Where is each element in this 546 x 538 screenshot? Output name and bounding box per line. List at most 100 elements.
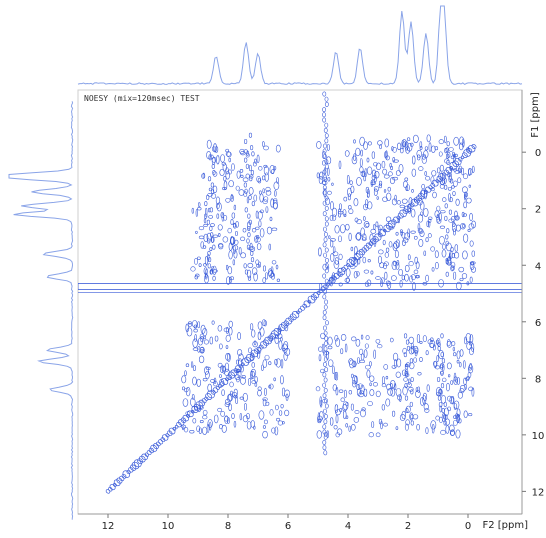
cross-peak bbox=[353, 139, 356, 144]
cross-peak bbox=[330, 238, 336, 242]
diagonal-peak bbox=[112, 483, 117, 487]
cross-peak bbox=[250, 257, 255, 263]
cross-peak bbox=[383, 189, 387, 193]
solvent-column-spot bbox=[324, 403, 329, 409]
cross-peak bbox=[462, 186, 468, 194]
cross-peak bbox=[368, 432, 374, 438]
cross-peak bbox=[394, 359, 397, 368]
cross-peak bbox=[329, 277, 334, 287]
solvent-column-spot bbox=[324, 205, 329, 211]
cross-peak bbox=[463, 360, 466, 369]
diagonal-peak bbox=[176, 421, 182, 428]
cross-peak bbox=[412, 282, 416, 291]
cross-peak bbox=[453, 352, 457, 357]
cross-peak bbox=[377, 224, 383, 231]
cross-peak bbox=[453, 180, 458, 187]
cross-peak bbox=[366, 166, 373, 175]
cross-peak bbox=[440, 364, 444, 370]
cross-peak bbox=[443, 135, 447, 144]
cross-peak bbox=[416, 274, 419, 279]
cross-peak bbox=[357, 258, 361, 265]
cross-peak bbox=[425, 274, 429, 283]
cross-peak bbox=[216, 155, 220, 165]
cross-peak bbox=[221, 365, 226, 372]
diagonal-peak bbox=[303, 300, 311, 308]
cross-peak bbox=[453, 372, 457, 382]
cross-peak bbox=[262, 277, 266, 284]
cross-peak bbox=[219, 168, 225, 177]
cross-peak bbox=[211, 146, 216, 152]
cross-peak bbox=[454, 153, 458, 158]
cross-peak bbox=[444, 418, 450, 426]
cross-peak bbox=[457, 177, 462, 184]
cross-peak bbox=[436, 205, 441, 212]
cross-peak bbox=[248, 378, 252, 386]
solvent-column-spot bbox=[323, 127, 328, 133]
cross-peak bbox=[458, 142, 464, 151]
cross-peak bbox=[348, 208, 354, 215]
cross-peak bbox=[439, 225, 446, 229]
cross-peak bbox=[380, 421, 383, 430]
cross-peak bbox=[420, 397, 425, 406]
cross-peak bbox=[259, 209, 264, 214]
cross-peak bbox=[226, 276, 231, 285]
solvent-column-spot bbox=[322, 148, 327, 154]
cross-peak bbox=[229, 236, 235, 246]
diagonal-peak bbox=[116, 477, 123, 484]
cross-peak bbox=[257, 389, 262, 397]
cross-peak bbox=[426, 384, 430, 392]
cross-peak bbox=[412, 134, 419, 144]
diagonal-peak bbox=[264, 336, 272, 345]
cross-peak bbox=[351, 155, 358, 165]
cross-peak bbox=[222, 236, 229, 243]
diagonal-peak bbox=[310, 294, 317, 301]
cross-peak bbox=[410, 389, 414, 395]
cross-peak bbox=[371, 421, 375, 428]
cross-peak bbox=[360, 170, 366, 177]
cross-peak bbox=[472, 165, 475, 173]
cross-peak bbox=[451, 185, 455, 189]
cross-peak bbox=[378, 180, 383, 186]
diagonal-peak bbox=[119, 475, 125, 482]
solvent-column-spot bbox=[322, 211, 327, 217]
cross-peak bbox=[221, 389, 225, 396]
cross-peak bbox=[390, 380, 396, 389]
cross-peak bbox=[249, 145, 254, 151]
cross-peak bbox=[209, 336, 214, 345]
cross-peak bbox=[423, 150, 429, 159]
cross-peak bbox=[408, 197, 413, 206]
cross-peak bbox=[277, 333, 283, 339]
cross-peak bbox=[410, 420, 414, 426]
cross-peak bbox=[254, 382, 258, 387]
cross-peak bbox=[350, 264, 356, 270]
cross-peak bbox=[208, 215, 214, 219]
cross-peak bbox=[356, 271, 360, 277]
cross-peak bbox=[332, 384, 338, 392]
diagonal-peak bbox=[204, 396, 209, 401]
cross-peak bbox=[248, 132, 253, 138]
cross-peak bbox=[370, 181, 377, 185]
cross-peak bbox=[318, 247, 322, 257]
cross-peak bbox=[375, 162, 382, 171]
cross-peak bbox=[373, 162, 378, 167]
cross-peak bbox=[335, 387, 339, 396]
cross-peak bbox=[351, 373, 354, 379]
solvent-column-spot bbox=[324, 247, 329, 253]
cross-peak bbox=[217, 407, 223, 412]
cross-peak bbox=[261, 319, 267, 326]
cross-peak bbox=[376, 196, 379, 200]
cross-peak bbox=[272, 199, 278, 210]
cross-peak bbox=[443, 401, 447, 407]
cross-peak bbox=[355, 338, 361, 347]
cross-peak bbox=[227, 227, 232, 234]
cross-peak bbox=[356, 388, 361, 397]
cross-peak bbox=[389, 162, 392, 168]
cross-peak bbox=[423, 250, 427, 256]
cross-peak bbox=[369, 375, 375, 382]
cross-peak bbox=[463, 233, 469, 243]
cross-peak bbox=[448, 218, 455, 223]
cross-peak bbox=[338, 268, 343, 273]
cross-peak bbox=[382, 168, 388, 175]
cross-peak bbox=[284, 409, 290, 417]
cross-peak bbox=[198, 355, 205, 364]
